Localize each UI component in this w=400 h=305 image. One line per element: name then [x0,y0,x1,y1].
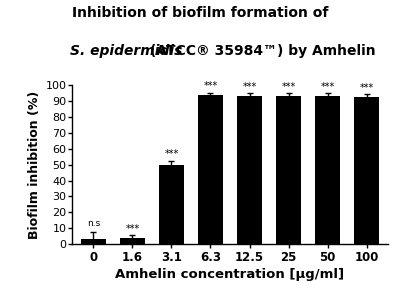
Text: Inhibition of biofilm formation of: Inhibition of biofilm formation of [72,6,328,20]
Bar [159,165,184,244]
Bar [81,239,106,244]
Bar [198,95,223,244]
Text: ***: *** [164,149,179,159]
Text: n.s: n.s [87,219,100,228]
Bar [237,96,262,244]
Text: S. epidermidis: S. epidermidis [70,44,182,58]
Text: ***: *** [360,83,374,92]
Bar [120,238,145,244]
Text: (ATCC® 35984™) by Amhelin: (ATCC® 35984™) by Amhelin [145,44,376,58]
Text: ***: *** [125,224,140,234]
Text: ***: *** [281,82,296,92]
Bar [315,96,340,244]
Bar [354,96,379,244]
Text: ***: *** [320,82,335,92]
X-axis label: Amhelin concentration [µg/ml]: Amhelin concentration [µg/ml] [116,268,344,281]
Bar [276,96,301,244]
Y-axis label: Biofilm inhibition (%): Biofilm inhibition (%) [28,91,41,239]
Text: ***: *** [203,81,218,91]
Text: ***: *** [242,82,257,92]
